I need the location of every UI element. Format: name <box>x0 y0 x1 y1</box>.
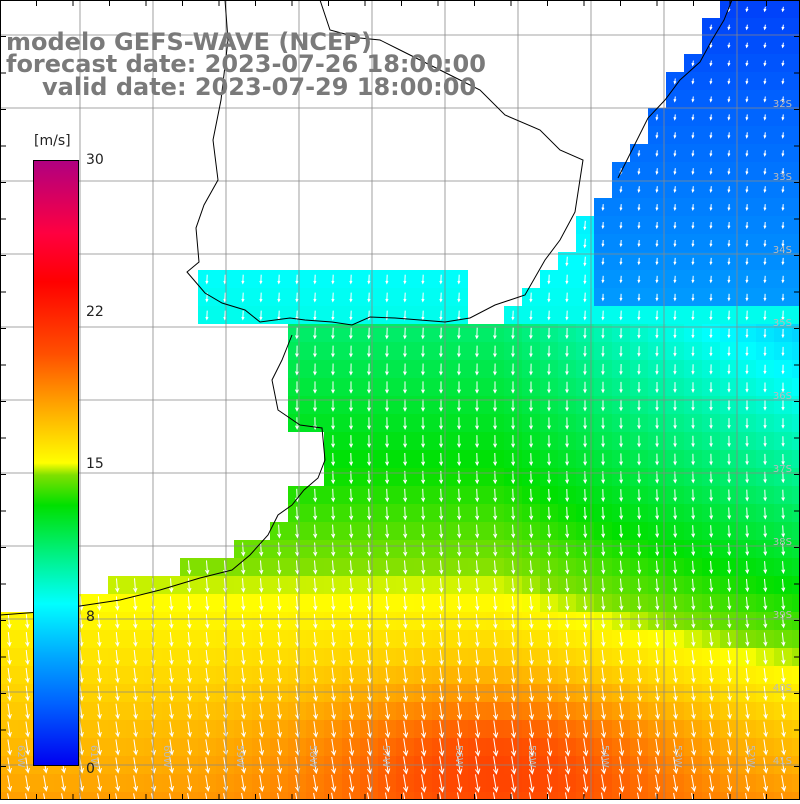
longitude-label: 57W <box>380 745 391 768</box>
wind-speed-cell <box>792 738 800 756</box>
wind-speed-cell <box>792 18 800 36</box>
longitude-label: 58W <box>307 745 318 768</box>
latitude-label: 37S <box>773 464 792 475</box>
wind-speed-cell <box>792 576 800 594</box>
colorbar-tick-22: 22 <box>86 305 104 319</box>
valid-date: valid date: 2023-07-29 18:00:00 <box>42 75 476 99</box>
wind-speed-cell <box>792 396 800 414</box>
wind-speed-cell <box>792 432 800 450</box>
latitude-label: 35S <box>773 318 792 329</box>
wind-speed-cell <box>792 558 800 576</box>
wind-speed-cell <box>792 36 800 54</box>
wind-speed-cell <box>792 306 800 324</box>
wind-speed-cell <box>792 522 800 540</box>
wind-speed-cell <box>792 720 800 738</box>
latitude-label: 36S <box>773 391 792 402</box>
latitude-label: 33S <box>773 172 792 183</box>
wind-speed-cell <box>792 630 800 648</box>
wind-speed-cell <box>792 288 800 306</box>
latitude-label: 40S <box>773 683 792 694</box>
colorbar <box>33 160 79 766</box>
latitude-label: 38S <box>773 537 792 548</box>
latitude-label: 32S <box>773 99 792 110</box>
wind-speed-cell <box>792 0 800 18</box>
colorbar-tick-0: 0 <box>86 762 95 776</box>
colorbar-tick-8: 8 <box>86 610 95 624</box>
wind-speed-cell <box>792 702 800 720</box>
wind-speed-cell <box>792 414 800 432</box>
latitude-label: 41S <box>773 756 792 767</box>
wind-speed-cell <box>792 792 800 800</box>
wind-speed-cell <box>792 162 800 180</box>
wind-speed-cell <box>792 540 800 558</box>
colorbar-tick-15: 15 <box>86 457 104 471</box>
wind-speed-cell <box>792 342 800 360</box>
wind-speed-cell <box>792 108 800 126</box>
longitude-label: 54W <box>599 745 610 768</box>
wind-speed-cell <box>792 198 800 216</box>
longitude-label: 62W <box>15 745 26 768</box>
wind-speed-cell <box>792 72 800 90</box>
wind-speed-cell <box>792 504 800 522</box>
wind-speed-cell <box>792 360 800 378</box>
wind-speed-cell <box>792 234 800 252</box>
colorbar-tick-30: 30 <box>86 153 104 167</box>
longitude-label: 52W <box>745 745 756 768</box>
wind-speed-cell <box>792 270 800 288</box>
latitude-label: 34S <box>773 245 792 256</box>
wind-speed-cell <box>792 144 800 162</box>
latitude-label: 39S <box>773 610 792 621</box>
wind-speed-cell <box>792 126 800 144</box>
wind-speed-cell <box>792 468 800 486</box>
wind-speed-cell <box>792 54 800 72</box>
wind-speed-cell <box>792 450 800 468</box>
longitude-label: 53W <box>672 745 683 768</box>
longitude-label: 55W <box>526 745 537 768</box>
wind-speed-cell <box>792 252 800 270</box>
wind-speed-cell <box>792 90 800 108</box>
wind-speed-cell <box>792 774 800 792</box>
longitude-label: 56W <box>453 745 464 768</box>
wind-speed-cell <box>792 378 800 396</box>
wind-speed-cell <box>792 594 800 612</box>
wind-speed-cell <box>792 486 800 504</box>
longitude-label: 59W <box>234 745 245 768</box>
longitude-label: 60W <box>161 745 172 768</box>
wind-speed-cell <box>792 666 800 684</box>
colorbar-unit: [m/s] <box>34 134 71 148</box>
